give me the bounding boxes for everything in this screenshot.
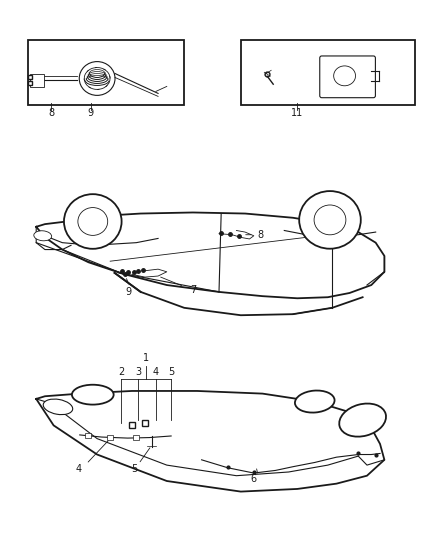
FancyBboxPatch shape bbox=[30, 74, 44, 87]
Text: 4: 4 bbox=[153, 367, 159, 377]
FancyBboxPatch shape bbox=[320, 56, 375, 98]
Ellipse shape bbox=[299, 191, 361, 249]
Text: 5: 5 bbox=[131, 464, 137, 474]
Text: 8: 8 bbox=[257, 230, 263, 240]
FancyBboxPatch shape bbox=[107, 434, 113, 440]
Text: 3: 3 bbox=[135, 367, 141, 377]
Ellipse shape bbox=[64, 194, 122, 249]
FancyBboxPatch shape bbox=[85, 433, 92, 439]
Text: 9: 9 bbox=[88, 108, 94, 118]
FancyBboxPatch shape bbox=[133, 435, 139, 440]
Ellipse shape bbox=[314, 205, 346, 235]
Text: 1: 1 bbox=[143, 353, 149, 362]
Ellipse shape bbox=[79, 62, 115, 95]
Text: 9: 9 bbox=[126, 287, 132, 297]
Text: 12: 12 bbox=[359, 75, 371, 85]
Text: 7: 7 bbox=[190, 285, 196, 295]
FancyBboxPatch shape bbox=[241, 40, 415, 105]
Ellipse shape bbox=[339, 403, 386, 437]
Ellipse shape bbox=[72, 385, 113, 405]
Text: 8: 8 bbox=[48, 108, 54, 118]
Ellipse shape bbox=[334, 66, 356, 86]
Ellipse shape bbox=[78, 207, 108, 236]
Text: 5: 5 bbox=[168, 367, 174, 377]
Text: 4: 4 bbox=[76, 464, 82, 474]
Ellipse shape bbox=[43, 399, 73, 415]
FancyBboxPatch shape bbox=[28, 40, 184, 105]
Ellipse shape bbox=[34, 231, 52, 241]
Text: 6: 6 bbox=[250, 474, 256, 484]
Text: 10: 10 bbox=[93, 59, 106, 69]
Ellipse shape bbox=[295, 391, 335, 413]
Text: 13: 13 bbox=[258, 59, 271, 69]
Text: 11: 11 bbox=[291, 108, 304, 118]
Text: 2: 2 bbox=[118, 367, 124, 377]
